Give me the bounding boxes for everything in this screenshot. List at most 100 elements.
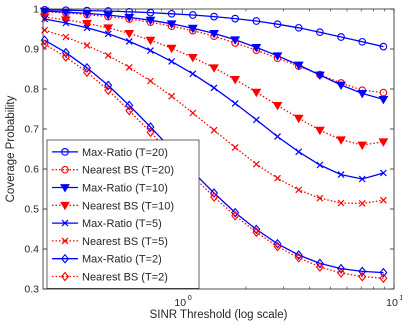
data-point: [337, 268, 346, 278]
data-point: [103, 11, 114, 20]
legend-entry: Max-Ratio (T=20): [52, 147, 168, 159]
data-point: [61, 52, 70, 62]
legend: Max-Ratio (T=20) Nearest BS (T=20) Max-Rat…: [46, 139, 200, 289]
data-point: [272, 102, 283, 111]
data-point: [273, 20, 282, 29]
data-point: [146, 127, 155, 138]
legend-label: Nearest BS (T=5): [82, 236, 168, 248]
x-tick-exponent: 0: [188, 293, 192, 302]
data-point: [209, 29, 219, 39]
y-tick-label: 0.9: [24, 44, 39, 56]
data-point: [294, 252, 303, 263]
data-point: [230, 76, 241, 85]
data-point: [294, 23, 303, 32]
x-tick-label: 10 0: [174, 293, 191, 309]
data-point: [251, 88, 262, 98]
data-point: [358, 199, 366, 207]
y-tick-label: 0.7: [24, 124, 39, 136]
data-point: [336, 81, 346, 90]
data-point: [125, 105, 134, 116]
data-point: [379, 196, 387, 204]
legend-box: [46, 139, 200, 289]
legend-label: Nearest BS (T=2): [82, 272, 168, 284]
data-point: [104, 51, 112, 59]
data-point: [273, 241, 282, 252]
data-point: [358, 266, 367, 277]
series-line: [44, 16, 384, 146]
x-tick-base: 10: [386, 297, 398, 309]
data-point: [40, 39, 49, 50]
legend-marker: [61, 219, 69, 227]
data-point: [145, 36, 156, 46]
data-point: [39, 7, 50, 16]
legend-marker: [60, 201, 70, 211]
series-line: [44, 29, 384, 205]
data-point: [82, 67, 92, 78]
data-point: [189, 70, 197, 78]
data-point: [337, 33, 345, 41]
legend-entry: Nearest BS (T=20): [52, 165, 174, 177]
data-point: [230, 36, 241, 45]
data-point: [272, 52, 283, 61]
data-point: [104, 30, 112, 38]
legend-marker: [60, 271, 70, 282]
data-point: [168, 57, 176, 65]
data-point: [231, 210, 240, 221]
data-point: [210, 12, 218, 21]
data-point: [210, 84, 218, 92]
data-point: [358, 175, 366, 183]
y-tick-label: 0.6: [24, 164, 39, 176]
series-line: [44, 11, 384, 94]
data-point: [82, 62, 92, 73]
data-point: [188, 11, 197, 19]
x-tick-base: 10: [174, 297, 186, 309]
y-tick-label: 0.4: [24, 244, 39, 256]
legend-marker: [61, 237, 69, 245]
legend-entry: Nearest BS (T=2): [52, 272, 168, 284]
data-point: [252, 227, 261, 238]
legend-marker: [60, 253, 70, 264]
data-point: [378, 138, 389, 147]
legend-label: Nearest BS (T=10): [82, 200, 174, 212]
data-point: [379, 88, 388, 97]
series-line: [44, 43, 384, 279]
data-point: [293, 61, 304, 70]
data-point: [166, 44, 177, 54]
y-tick-label: 1: [33, 4, 39, 16]
data-point: [231, 14, 240, 23]
data-point: [83, 24, 91, 32]
data-point: [295, 186, 303, 194]
data-point: [379, 42, 388, 51]
data-point: [358, 271, 367, 282]
data-point: [316, 161, 324, 169]
legend-label: Max-Ratio (T=10): [82, 183, 168, 195]
data-point: [82, 19, 92, 29]
legend-entry: Max-Ratio (T=2): [52, 254, 162, 266]
data-point: [379, 273, 388, 284]
data-point: [252, 17, 261, 25]
data-point: [293, 114, 304, 124]
data-point: [315, 258, 324, 269]
legend-marker: [60, 184, 70, 193]
data-point: [316, 194, 324, 202]
data-point: [103, 24, 114, 33]
data-point: [83, 41, 91, 49]
series-6: [41, 26, 387, 207]
legend-entry: Nearest BS (T=5): [52, 236, 168, 248]
data-point: [379, 267, 388, 278]
data-point: [379, 169, 387, 177]
data-point: [189, 109, 197, 117]
y-axis-label: Coverage Probability: [5, 95, 17, 202]
data-point: [147, 77, 154, 85]
data-point: [252, 116, 260, 124]
data-point: [231, 99, 239, 107]
data-point: [146, 122, 155, 132]
y-tick-label: 0.8: [24, 84, 39, 96]
data-point: [209, 64, 219, 73]
x-axis-label: SINR Threshold (log scale): [150, 309, 288, 321]
data-point: [336, 136, 346, 145]
legend-label: Max-Ratio (T=20): [82, 147, 168, 159]
data-point: [337, 171, 345, 179]
data-point: [378, 96, 389, 105]
